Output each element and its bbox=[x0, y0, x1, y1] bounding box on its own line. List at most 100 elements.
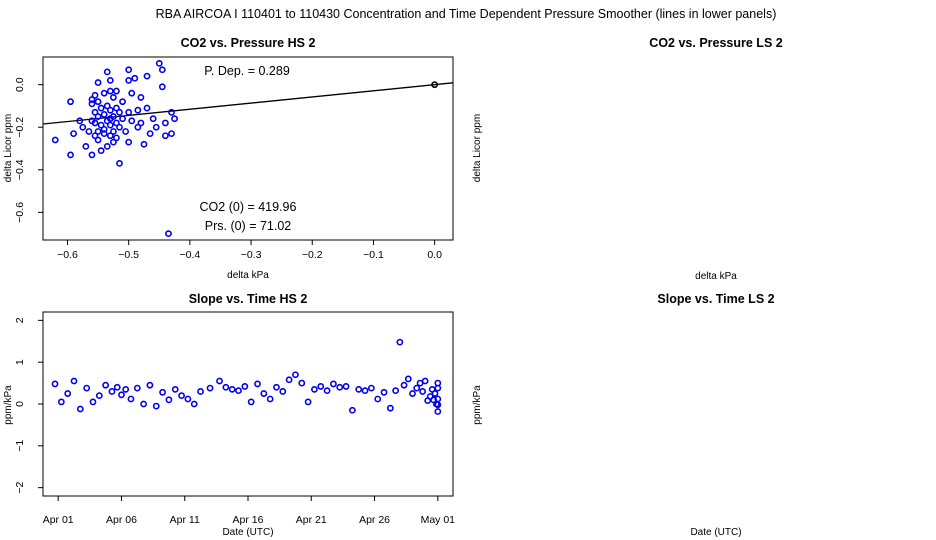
data-point bbox=[367, 384, 375, 392]
data-point bbox=[168, 108, 175, 116]
data-point bbox=[94, 98, 102, 106]
data-point bbox=[161, 132, 169, 140]
y-axis-label: ppm/kPa bbox=[472, 385, 483, 425]
x-tick-label: Apr 06 bbox=[106, 514, 137, 526]
data-point bbox=[103, 102, 111, 110]
data-point bbox=[421, 377, 429, 385]
data-point bbox=[57, 398, 65, 406]
data-point bbox=[190, 400, 198, 408]
data-point bbox=[94, 128, 102, 135]
data-point bbox=[108, 388, 116, 395]
x-tick-label: Apr 16 bbox=[233, 514, 264, 526]
data-point bbox=[178, 392, 185, 400]
data-point bbox=[109, 94, 117, 101]
y-axis-label: delta Licor ppm bbox=[3, 114, 14, 182]
data-point bbox=[109, 128, 117, 135]
data-point bbox=[426, 393, 434, 400]
data-point bbox=[434, 395, 442, 403]
x-tick-label: Apr 11 bbox=[170, 514, 200, 526]
panel-title: Slope vs. Time HS 2 bbox=[189, 292, 308, 306]
y-tick-label: 1 bbox=[14, 359, 26, 365]
x-axis-label: delta kPa bbox=[227, 270, 269, 281]
data-point bbox=[304, 398, 312, 406]
data-point bbox=[228, 385, 236, 393]
data-point bbox=[374, 395, 382, 403]
x-axis-label: Date (UTC) bbox=[222, 527, 273, 538]
y-axis: 2 1 0 −1 −2 bbox=[14, 317, 43, 494]
x-tick-label: −0.2 bbox=[302, 249, 323, 261]
y-tick-label: 2 bbox=[14, 317, 26, 323]
data-point bbox=[158, 83, 166, 91]
x-axis-label: delta kPa bbox=[695, 271, 737, 282]
data-point bbox=[70, 130, 77, 138]
data-point bbox=[171, 115, 178, 123]
data-point bbox=[330, 380, 337, 388]
data-point bbox=[206, 384, 214, 392]
data-point bbox=[100, 89, 108, 97]
data-point bbox=[106, 106, 114, 114]
data-point bbox=[133, 384, 141, 392]
data-point bbox=[140, 140, 148, 148]
x-axis: −0.6 −0.5 −0.4 −0.3 −0.2 −0.1 0.0 bbox=[57, 240, 442, 261]
data-point bbox=[76, 405, 84, 413]
data-point bbox=[103, 142, 111, 150]
x-tick-label: −0.1 bbox=[363, 249, 384, 261]
x-tick-label: Apr 26 bbox=[359, 514, 390, 526]
plot-frame bbox=[42, 311, 454, 497]
data-point bbox=[311, 385, 318, 393]
data-point bbox=[91, 108, 99, 116]
data-point bbox=[298, 379, 306, 387]
data-point bbox=[127, 395, 135, 403]
data-point bbox=[323, 387, 331, 395]
panel-title: Slope vs. Time LS 2 bbox=[657, 292, 774, 306]
data-point bbox=[134, 123, 142, 131]
data-point bbox=[317, 383, 325, 390]
data-point bbox=[51, 136, 59, 144]
data-point bbox=[149, 115, 157, 123]
data-point bbox=[106, 132, 114, 140]
data-point bbox=[380, 388, 388, 396]
data-point bbox=[392, 387, 400, 395]
y-tick-label: −0.2 bbox=[14, 117, 26, 138]
y-tick-label: −0.4 bbox=[14, 159, 26, 180]
data-point bbox=[285, 376, 293, 384]
x-axis: Apr 01 Apr 06 Apr 11 Apr 16 Apr 21 Apr 26 May … bbox=[43, 496, 455, 526]
data-point bbox=[113, 87, 120, 95]
data-point bbox=[91, 91, 99, 99]
fit-line bbox=[42, 82, 454, 125]
data-point bbox=[94, 136, 102, 144]
data-point bbox=[118, 391, 125, 399]
data-point bbox=[100, 130, 108, 138]
y-axis-label: ppm/kPa bbox=[3, 385, 14, 425]
data-point bbox=[396, 338, 404, 346]
data-point bbox=[106, 77, 114, 84]
data-point bbox=[342, 383, 350, 390]
data-point bbox=[434, 401, 442, 409]
data-point bbox=[137, 94, 145, 101]
data-point bbox=[260, 390, 268, 397]
panel-title: CO2 vs. Pressure HS 2 bbox=[181, 36, 316, 50]
data-point bbox=[197, 388, 204, 395]
plot-frame bbox=[42, 56, 454, 241]
co2-intercept-annotation: CO2 (0) = 419.96 bbox=[200, 200, 297, 214]
data-point bbox=[222, 383, 230, 391]
data-point bbox=[434, 408, 442, 415]
data-point bbox=[82, 142, 90, 150]
data-point bbox=[413, 384, 421, 392]
data-point bbox=[64, 390, 72, 397]
data-point bbox=[409, 390, 416, 397]
data-point bbox=[76, 117, 84, 125]
x-tick-label: −0.3 bbox=[241, 249, 262, 261]
data-point bbox=[79, 123, 87, 131]
data-point bbox=[122, 385, 130, 393]
data-point bbox=[119, 115, 126, 123]
y-tick-label: −2 bbox=[14, 481, 26, 493]
data-point bbox=[400, 381, 408, 389]
data-point bbox=[235, 387, 242, 395]
data-point bbox=[89, 398, 97, 406]
pressure-reference-annotation: Prs. (0) = 71.02 bbox=[205, 219, 292, 233]
x-tick-label: 0.0 bbox=[427, 249, 442, 261]
data-point bbox=[125, 108, 133, 116]
data-point bbox=[140, 400, 148, 408]
origin-point bbox=[431, 81, 439, 89]
